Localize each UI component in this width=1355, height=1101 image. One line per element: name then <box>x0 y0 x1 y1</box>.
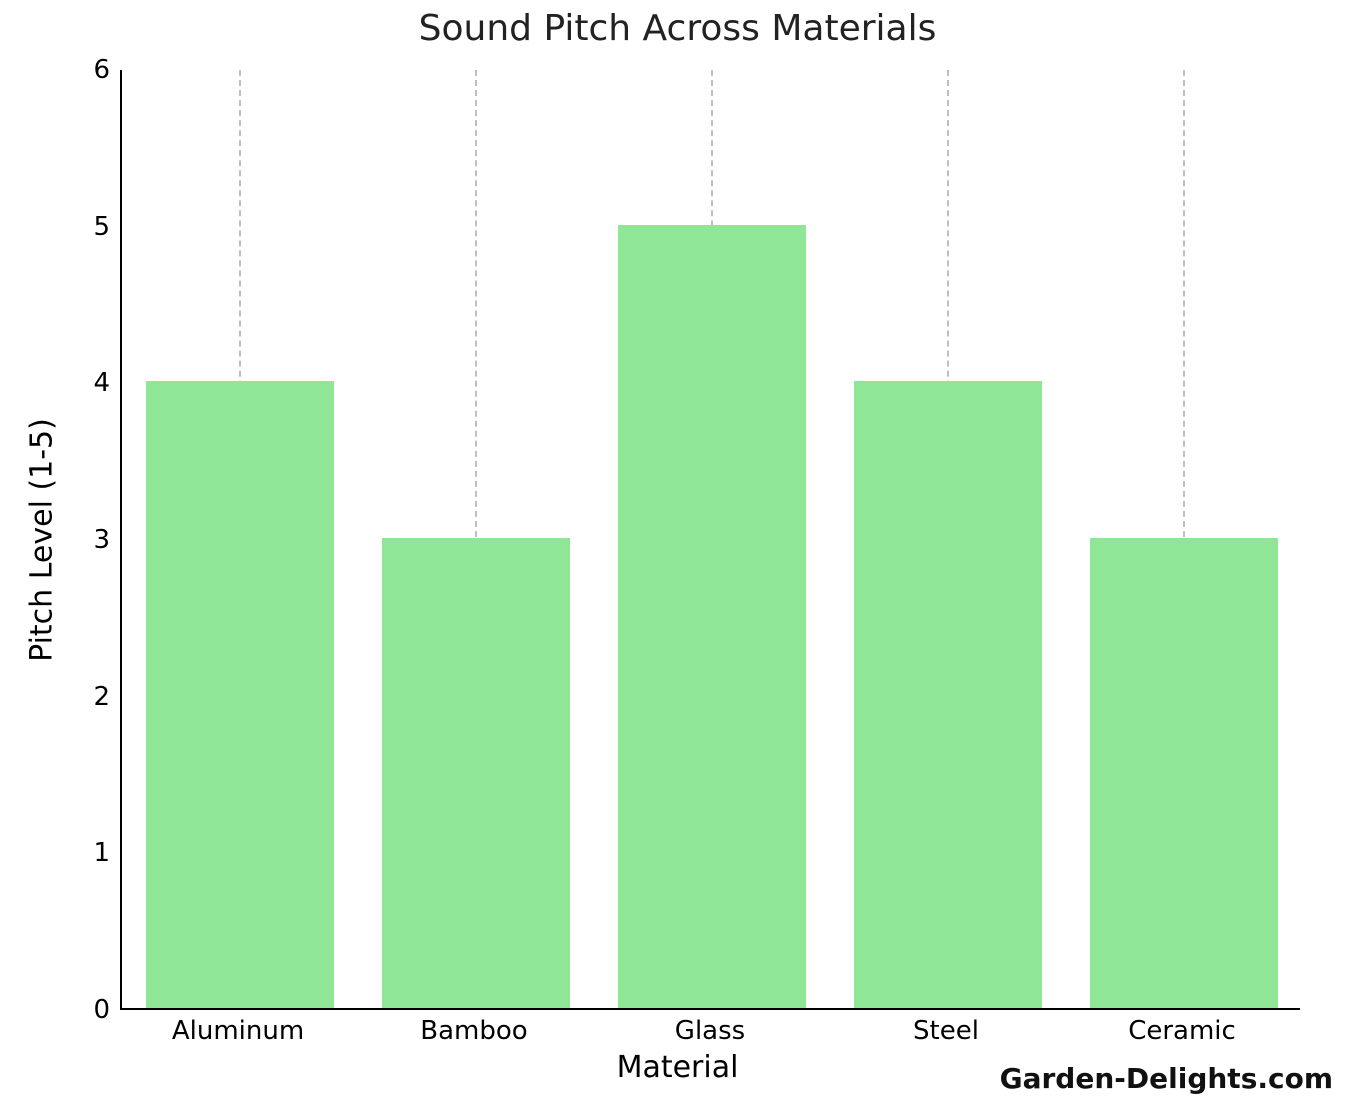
bar <box>1090 538 1279 1008</box>
x-tick-label: Glass <box>610 1016 810 1046</box>
x-tick-label: Steel <box>846 1016 1046 1046</box>
figure: Sound Pitch Across Materials 0123456 Alu… <box>0 0 1355 1101</box>
y-tick-label: 5 <box>10 212 110 242</box>
x-tick-label: Aluminum <box>138 1016 338 1046</box>
bar <box>854 381 1043 1008</box>
chart-title: Sound Pitch Across Materials <box>0 8 1355 49</box>
y-tick-label: 1 <box>10 838 110 868</box>
y-tick-label: 4 <box>10 368 110 398</box>
plot-area <box>120 70 1300 1010</box>
y-tick-label: 0 <box>10 995 110 1025</box>
watermark-text: Garden-Delights.com <box>1000 1062 1333 1095</box>
x-tick-label: Bamboo <box>374 1016 574 1046</box>
y-tick-label: 2 <box>10 682 110 712</box>
y-tick-label: 6 <box>10 55 110 85</box>
y-axis-label: Pitch Level (1-5) <box>25 418 60 662</box>
bar <box>382 538 571 1008</box>
bar <box>146 381 335 1008</box>
bar <box>618 225 807 1008</box>
x-tick-label: Ceramic <box>1082 1016 1282 1046</box>
